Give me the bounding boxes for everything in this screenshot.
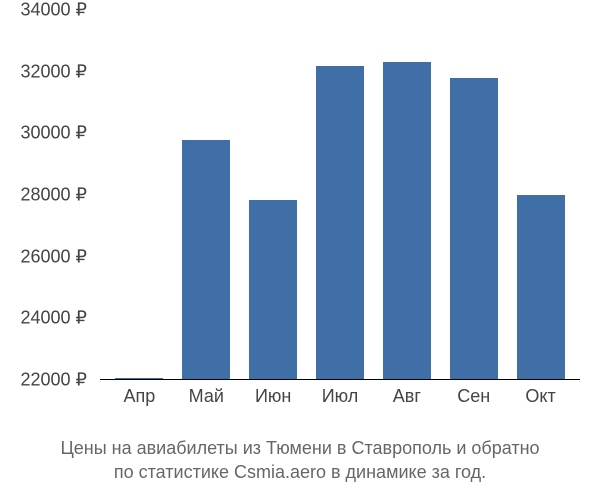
bar — [249, 200, 297, 380]
y-tick-label: 26000 ₽ — [20, 246, 87, 267]
x-tick-label: Июн — [240, 386, 307, 407]
x-axis-line — [100, 379, 580, 380]
bar — [316, 66, 364, 381]
y-tick-label: 30000 ₽ — [20, 123, 87, 144]
bar-slot — [240, 10, 307, 380]
bar-slot — [307, 10, 374, 380]
x-tick-label: Окт — [507, 386, 574, 407]
x-axis-labels: АпрМайИюнИюлАвгСенОкт — [100, 386, 580, 407]
x-tick-label: Сен — [440, 386, 507, 407]
bars-container — [100, 10, 580, 380]
bar — [517, 195, 565, 380]
y-axis-labels: 22000 ₽24000 ₽26000 ₽28000 ₽30000 ₽32000… — [0, 10, 95, 380]
x-tick-label: Апр — [106, 386, 173, 407]
price-chart: 22000 ₽ 24000 ₽ 26000 ₽ 28000 ₽ 30000 ₽ 32000… — [0, 0, 600, 430]
bar-slot — [440, 10, 507, 380]
bar — [182, 140, 230, 381]
bar — [450, 78, 498, 380]
bar — [383, 62, 431, 380]
y-tick-label: 22000 ₽ — [20, 370, 87, 391]
x-tick-label: Июл — [307, 386, 374, 407]
bar-slot — [373, 10, 440, 380]
y-tick-label: 28000 ₽ — [20, 185, 87, 206]
bar-slot — [173, 10, 240, 380]
y-tick-label: 32000 ₽ — [20, 61, 87, 82]
caption-line-1: Цены на авиабилеты из Тюмени в Ставропол… — [60, 438, 539, 458]
chart-caption: Цены на авиабилеты из Тюмени в Ставропол… — [0, 436, 600, 485]
y-tick-label: 24000 ₽ — [20, 308, 87, 329]
y-tick-label: 34000 ₽ — [20, 0, 87, 21]
x-tick-label: Авг — [373, 386, 440, 407]
bar-slot — [507, 10, 574, 380]
caption-line-2: по статистике Csmia.aero в динамике за г… — [114, 462, 486, 482]
plot-area — [100, 10, 580, 380]
bar-slot — [106, 10, 173, 380]
x-tick-label: Май — [173, 386, 240, 407]
